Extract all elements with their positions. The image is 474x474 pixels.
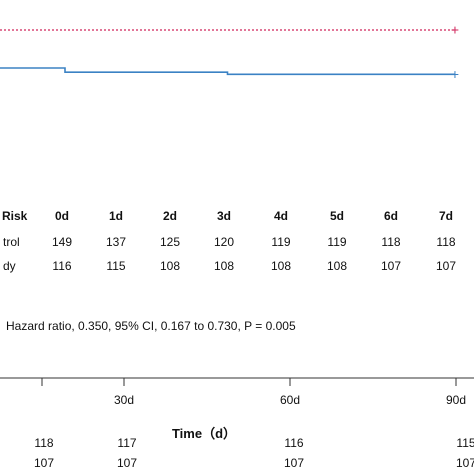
survival-curves: ++ — [0, 22, 459, 82]
risk-day-header: 6d — [384, 209, 398, 223]
risk-cell: 108 — [160, 259, 180, 273]
risk-cell: 137 — [106, 235, 126, 249]
bottom-risk-cell: 107 — [117, 456, 137, 470]
series-line-solid — [0, 67, 455, 76]
risk-header-label: Risk — [2, 209, 28, 223]
bottom-risk-cell: 118 — [34, 436, 53, 450]
risk-day-header: 2d — [163, 209, 177, 223]
bottom-risk-cell: 107 — [456, 456, 474, 470]
risk-row-label: dy — [3, 259, 16, 273]
bottom-risk-cell: 107 — [284, 456, 304, 470]
risk-cell: 107 — [436, 259, 456, 273]
risk-cell: 115 — [106, 259, 125, 273]
risk-cell: 118 — [436, 235, 455, 249]
bottom-risk-cell: 107 — [34, 456, 54, 470]
bottom-x-axis: 30d 60d 90d Time（d） — [0, 377, 474, 441]
risk-day-header: 5d — [330, 209, 344, 223]
x-axis-title: Time（d） — [172, 426, 236, 441]
risk-cell: 119 — [271, 235, 290, 249]
risk-cell: 107 — [381, 259, 401, 273]
risk-cell: 108 — [271, 259, 291, 273]
risk-day-header: 4d — [274, 209, 288, 223]
risk-day-header: 1d — [109, 209, 123, 223]
x-tick-label: 60d — [280, 393, 300, 407]
risk-cell: 120 — [214, 235, 234, 249]
bottom-risk-table: 118 117 116 115 107 107 107 107 — [34, 436, 474, 470]
x-tick-label: 90d — [446, 393, 466, 407]
bottom-risk-cell: 115 — [456, 436, 474, 450]
risk-day-header: 7d — [439, 209, 453, 223]
risk-day-header: 3d — [217, 209, 231, 223]
x-tick-label: 30d — [114, 393, 134, 407]
risk-cell: 125 — [160, 235, 180, 249]
risk-cell: 116 — [52, 259, 71, 273]
series-dashed-end-marker: + — [451, 22, 459, 38]
risk-row-label: trol — [3, 235, 20, 249]
series-solid-end-marker: + — [451, 66, 459, 82]
risk-day-header: 0d — [55, 209, 69, 223]
risk-table: Risk 0d 1d 2d 3d 4d 5d 6d 7d trol 149 137 125 120 119 1… — [2, 209, 456, 273]
risk-cell: 118 — [381, 235, 400, 249]
bottom-risk-cell: 117 — [117, 436, 136, 450]
risk-cell: 108 — [327, 259, 347, 273]
risk-cell: 119 — [327, 235, 346, 249]
risk-cell: 108 — [214, 259, 234, 273]
risk-cell: 149 — [52, 235, 72, 249]
hazard-ratio-annotation: Hazard ratio, 0.350, 95% CI, 0.167 to 0.… — [6, 319, 296, 333]
bottom-risk-cell: 116 — [284, 436, 303, 450]
